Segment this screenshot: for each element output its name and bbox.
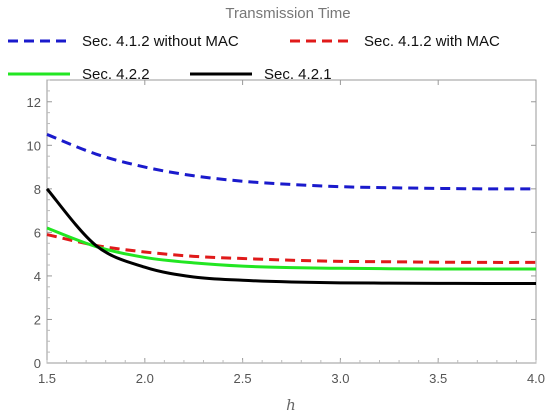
- y-axis: 0 2 4 6 8 10 12: [27, 79, 536, 371]
- series-line-3: [46, 226, 536, 271]
- x-tick-label: 2.0: [136, 371, 154, 386]
- y-tick-label: 2: [34, 312, 41, 327]
- y-tick-label: 6: [34, 225, 41, 240]
- legend-label-4: Sec. 4.2.1: [264, 66, 332, 83]
- x-tick-label: 4.0: [527, 371, 545, 386]
- y-tick-label: 12: [27, 95, 41, 110]
- legend-label-2: Sec. 4.1.2 with MAC: [364, 33, 500, 50]
- legend-label-1: Sec. 4.1.2 without MAC: [82, 33, 239, 50]
- y-tick-label: 10: [27, 138, 41, 153]
- x-axis-label: h: [286, 396, 296, 414]
- chart-title: Transmission Time: [225, 5, 350, 22]
- series-line-1: [46, 133, 537, 191]
- x-tick-label: 3.5: [429, 371, 447, 386]
- x-tick-label: 1.5: [38, 371, 56, 386]
- series-layer: [45, 133, 537, 286]
- y-tick-label: 0: [34, 356, 41, 371]
- series-line-2: [46, 233, 537, 264]
- y-tick-label: 8: [34, 182, 41, 197]
- plot-frame: [46, 79, 537, 364]
- x-tick-label: 3.0: [331, 371, 349, 386]
- series-line-4: [45, 187, 537, 286]
- y-tick-label: 4: [34, 269, 41, 284]
- x-axis: 1.5 2.0 2.5 3.0 3.5 4.0: [38, 80, 545, 386]
- legend: Sec. 4.1.2 without MAC Sec. 4.1.2 with MA…: [8, 33, 500, 83]
- x-tick-label: 2.5: [234, 371, 252, 386]
- legend-label-3: Sec. 4.2.2: [82, 66, 150, 83]
